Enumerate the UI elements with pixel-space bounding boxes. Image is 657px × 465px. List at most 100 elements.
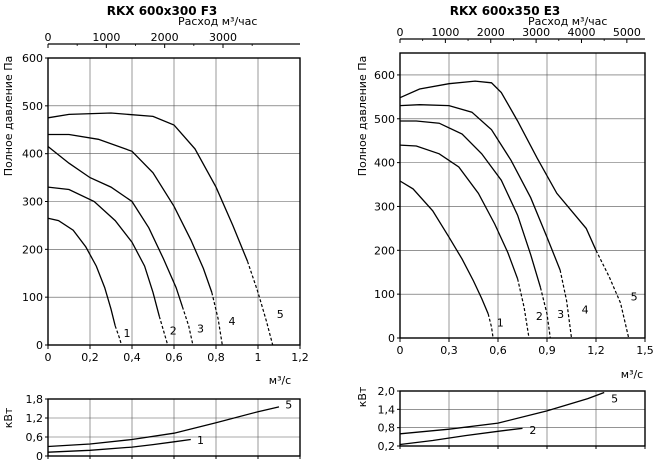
chart-left-top-axis-label: Расход м³/час: [178, 15, 257, 28]
top-tick-label: 0: [397, 26, 404, 39]
chart-right-main-plot: 0 100 200 300 400 500 600 0 0,3 0,6 0,9 1,2 1,5 0 1000…: [374, 26, 654, 357]
y-tick-label: 500: [22, 100, 43, 113]
series-label-5: 5: [285, 399, 292, 412]
y-tick-label: 100: [374, 288, 395, 301]
plot-frame: [47, 398, 301, 457]
series-line-2: [399, 144, 519, 280]
x-tick-label: 0: [397, 344, 404, 357]
series-label-3: 3: [197, 322, 204, 335]
series-line-2: [47, 186, 160, 317]
series-label-5: 5: [631, 290, 638, 303]
series-line-4: [399, 104, 561, 271]
series-label-4: 4: [582, 304, 589, 317]
chart-left-power-plot: 0 0,6 1,2 1,8 1 5: [26, 393, 301, 463]
series-label-5: 5: [611, 393, 618, 406]
series-dashed-line-2: [158, 316, 169, 346]
top-tick-label: 2000: [151, 31, 179, 44]
chart-left-power-y-axis-label: кВт: [2, 407, 15, 428]
x-tick-label: 0,4: [123, 351, 141, 364]
chart-right-top-axis-label: Расход м³/час: [528, 15, 607, 28]
series-label-5: 5: [277, 308, 284, 321]
y-tick-label: 0,8: [378, 422, 396, 435]
series-label-2: 2: [536, 310, 543, 323]
y-tick-label: 0: [36, 339, 43, 352]
series-dashed-line-2: [517, 278, 530, 339]
x-tick-label: 0,9: [538, 344, 556, 357]
x-tick-label: 1,2: [587, 344, 605, 357]
top-tick-label: 1000: [92, 31, 120, 44]
y-tick-label: 400: [22, 148, 43, 161]
x-tick-label: 1: [255, 351, 262, 364]
series-dashed-line-4: [211, 292, 223, 346]
chart-left-y-axis-label: Полное давление Па: [2, 56, 15, 176]
series-label-1: 1: [497, 317, 504, 330]
top-tick-label: 4000: [567, 26, 595, 39]
x-tick-label: 0: [45, 351, 52, 364]
x-tick-label: 0,6: [489, 344, 507, 357]
y-tick-label: 1,4: [378, 403, 396, 416]
series-line-3: [400, 120, 542, 288]
x-tick-label: 0,3: [440, 344, 458, 357]
chart-right: RKX 600x350 E3 Расход м³/час Полное давл…: [356, 4, 654, 453]
chart-right-power-plot: 0,2 0,8 1,4 2,0 2 5: [378, 385, 646, 453]
series-label-3: 3: [557, 308, 564, 321]
chart-right-power-y-axis-label: кВт: [356, 386, 369, 407]
x-tick-label: 1,5: [636, 344, 654, 357]
chart-right-title: RKX 600x350 E3: [450, 4, 561, 18]
plot-frame: [399, 390, 646, 447]
series-line-2: [399, 427, 523, 446]
x-tick-label: 0,8: [207, 351, 225, 364]
series-line-5: [47, 406, 280, 448]
y-tick-label: 2,0: [378, 385, 396, 398]
series-dashed-line-5: [595, 250, 630, 339]
x-tick-label: 1,2: [291, 351, 309, 364]
top-tick-label: 2000: [477, 26, 505, 39]
y-tick-label: 600: [22, 52, 43, 65]
top-axis-label: Расход м³/час: [178, 15, 257, 28]
y-tick-label: 1,2: [26, 412, 44, 425]
series-label-1: 1: [197, 434, 204, 447]
series-line-5: [399, 391, 605, 435]
series-dashed-line-5: [246, 261, 274, 346]
series-line-4: [48, 133, 213, 293]
series-line-1: [399, 180, 489, 315]
top-tick-label: 1000: [431, 26, 459, 39]
series-label-2: 2: [529, 424, 536, 437]
plot-frame: [399, 52, 646, 339]
series-dashed-line-1: [487, 313, 494, 339]
chart-right-y-axis-label: Полное давление Па: [356, 56, 369, 176]
chart-right-x-axis-label: м³/с: [621, 368, 643, 381]
x-tick-label: 0,2: [81, 351, 99, 364]
series-dashed-line-1: [114, 325, 123, 346]
top-tick-label: 5000: [613, 26, 641, 39]
series-dashed-line-3: [181, 306, 194, 346]
x-tick-label: 0,6: [165, 351, 183, 364]
y-tick-label: 0: [388, 332, 395, 345]
y-tick-label: 0,2: [378, 440, 396, 453]
series-line-1: [47, 438, 191, 453]
series-line-5: [47, 112, 249, 262]
series-line-1: [47, 217, 116, 327]
series-label-2: 2: [170, 325, 177, 338]
series-label-1: 1: [124, 327, 131, 340]
chart-left-x-axis-label: м³/с: [269, 374, 291, 387]
series-dashed-line-4: [559, 269, 573, 339]
top-tick-label: 0: [45, 31, 52, 44]
top-tick-label: 3000: [209, 31, 237, 44]
y-tick-label: 100: [22, 291, 43, 304]
top-tick-label: 3000: [522, 26, 550, 39]
chart-left-title: RKX 600x300 F3: [107, 4, 218, 18]
chart-left: RKX 600x300 F3 Расход м³/час Полное давл…: [2, 4, 309, 463]
y-tick-label: 300: [374, 200, 395, 213]
y-tick-label: 400: [374, 157, 395, 170]
y-tick-label: 0: [36, 450, 43, 463]
y-tick-label: 200: [374, 244, 395, 257]
y-tick-label: 200: [22, 243, 43, 256]
y-tick-label: 0,6: [26, 431, 44, 444]
series-dashed-line-3: [539, 287, 551, 339]
y-tick-label: 300: [22, 196, 43, 209]
y-tick-label: 600: [374, 69, 395, 82]
series-label-4: 4: [229, 315, 236, 328]
